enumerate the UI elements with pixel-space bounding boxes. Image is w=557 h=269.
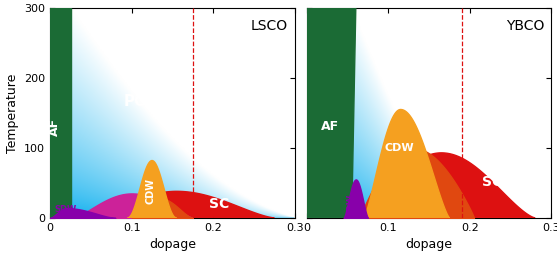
- Polygon shape: [91, 191, 274, 218]
- Polygon shape: [364, 109, 449, 218]
- Y-axis label: Temperature: Temperature: [6, 73, 18, 153]
- Text: PG: PG: [384, 66, 408, 81]
- Polygon shape: [351, 153, 535, 218]
- Text: PG: PG: [124, 94, 147, 109]
- Text: CDW: CDW: [384, 143, 414, 153]
- Text: AF: AF: [48, 118, 61, 136]
- Polygon shape: [307, 8, 356, 218]
- Text: SDW: SDW: [346, 194, 355, 216]
- Text: SDW: SDW: [54, 205, 76, 214]
- Text: SC: SC: [482, 175, 502, 189]
- Text: AF: AF: [321, 121, 339, 133]
- Text: YBCO: YBCO: [506, 19, 544, 33]
- Polygon shape: [128, 161, 177, 218]
- Text: CDW: CDW: [145, 178, 155, 204]
- Text: LSCO: LSCO: [250, 19, 287, 33]
- Polygon shape: [50, 8, 71, 218]
- X-axis label: dopage: dopage: [149, 238, 196, 251]
- X-axis label: dopage: dopage: [405, 238, 453, 251]
- Text: SC: SC: [209, 197, 229, 211]
